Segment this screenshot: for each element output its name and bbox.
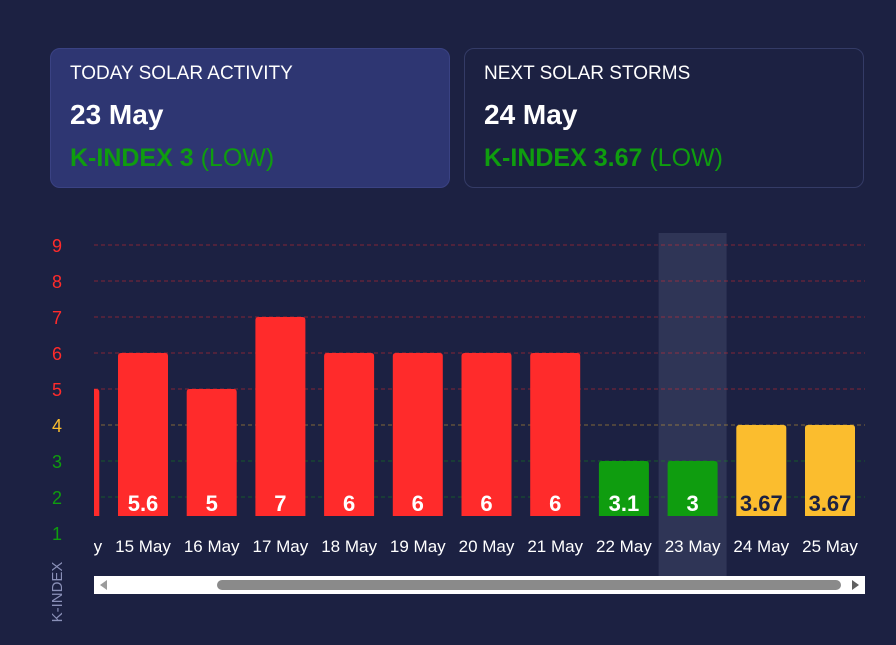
y-tick-label: 8	[52, 272, 62, 292]
y-tick-label: 4	[52, 416, 62, 436]
bar-value-label: 6	[480, 491, 492, 516]
today-k-value: K-INDEX 3	[70, 144, 194, 172]
y-tick-label: 7	[52, 308, 62, 328]
y-tick-label: 3	[52, 452, 62, 472]
today-k-index: K-INDEX 3 (LOW)	[70, 143, 430, 173]
x-tick-label: 15 May	[115, 537, 171, 556]
next-k-index: K-INDEX 3.67 (LOW)	[484, 143, 844, 173]
bar[interactable]	[118, 353, 168, 516]
today-card-date: 23 May	[70, 99, 164, 130]
scroll-right-icon[interactable]	[852, 580, 859, 590]
bar-value-label: 6	[412, 491, 424, 516]
y-tick-label: 1	[52, 524, 62, 544]
x-tick-label: 19 May	[390, 537, 446, 556]
bar[interactable]	[598, 461, 649, 516]
chart-scrollbar[interactable]	[94, 576, 865, 594]
k-index-chart: 1 2 3 4 5 6 7 8 9 14 May 5.6 15 May 5 16 May 7 17 May 6 1…	[0, 220, 896, 640]
x-tick-label: 20 May	[459, 537, 515, 556]
next-card-title: NEXT SOLAR STORMS	[484, 63, 691, 84]
highlight-column	[658, 233, 727, 577]
today-card-title: TODAY SOLAR ACTIVITY	[70, 63, 293, 84]
y-tick-label: 6	[52, 344, 62, 364]
next-k-level: (LOW)	[649, 144, 723, 172]
x-tick-label: 17 May	[253, 537, 309, 556]
bar[interactable]	[461, 353, 512, 516]
today-k-level: (LOW)	[200, 144, 275, 172]
x-tick-label: 23 May	[665, 537, 721, 556]
bar-value-label: 3.67	[809, 491, 852, 516]
bar-value-label: 5.6	[128, 491, 159, 516]
next-card-date: 24 May	[484, 99, 578, 130]
bar-value-label: 6	[343, 491, 355, 516]
next-k-value: K-INDEX 3.67	[484, 144, 643, 172]
scroll-left-icon[interactable]	[100, 580, 107, 590]
bar-value-label: 6	[549, 491, 561, 516]
x-tick-label: 25 May	[802, 537, 858, 556]
bar[interactable]	[736, 425, 787, 516]
y-axis-label: K-INDEX	[49, 562, 66, 623]
x-tick-label: 21 May	[527, 537, 583, 556]
bar[interactable]	[392, 353, 443, 516]
bar[interactable]	[805, 425, 855, 516]
bar[interactable]	[49, 389, 100, 516]
bar-value-label: 3.1	[609, 491, 640, 516]
y-tick-label: 2	[52, 488, 62, 508]
x-tick-label: 24 May	[733, 537, 789, 556]
bar-value-label: 3	[686, 491, 698, 516]
bar[interactable]	[667, 461, 718, 516]
scroll-thumb[interactable]	[217, 580, 841, 590]
bar[interactable]	[255, 317, 306, 516]
today-activity-card: TODAY SOLAR ACTIVITY 23 May K-INDEX 3 (L…	[50, 48, 450, 188]
bar-value-label: 7	[274, 491, 286, 516]
next-storms-card: NEXT SOLAR STORMS 24 May K-INDEX 3.67 (L…	[464, 48, 864, 188]
bars-group: 14 May 5.6 15 May 5 16 May 7 17 May 6 18 May 6 19 …	[46, 317, 858, 556]
bar[interactable]	[324, 353, 375, 516]
bar[interactable]	[530, 353, 581, 516]
bar-value-label: 3.67	[740, 491, 783, 516]
x-tick-label: 16 May	[184, 537, 240, 556]
x-tick-label: 22 May	[596, 537, 652, 556]
bar-value-label: 5	[206, 491, 218, 516]
bar[interactable]	[186, 389, 237, 516]
y-tick-label: 5	[52, 380, 62, 400]
y-tick-label: 9	[52, 236, 62, 256]
x-tick-label: 14 May	[46, 537, 102, 556]
x-tick-label: 18 May	[321, 537, 377, 556]
